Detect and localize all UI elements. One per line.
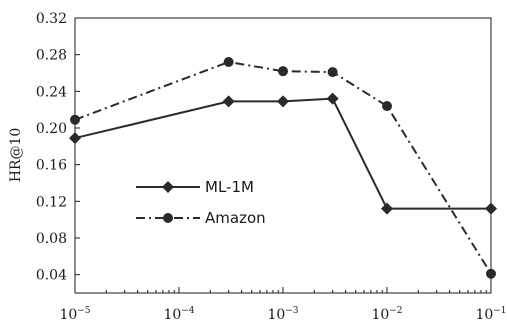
legend-label: ML-1M	[205, 178, 254, 196]
legend-marker	[163, 213, 173, 223]
x-axis-ticks: 10−5 10−4 10−3 10−2 10−1	[59, 287, 507, 323]
legend: ML-1M Amazon	[136, 178, 266, 227]
data-point-ml-1m	[381, 202, 393, 215]
data-point-ml-1m	[222, 95, 235, 108]
y-tick-label: 0.28	[36, 48, 67, 64]
data-point-amazon	[278, 66, 288, 77]
data-point-amazon	[327, 67, 338, 78]
data-point-amazon	[486, 268, 496, 279]
y-axis-title: HR@10	[8, 128, 24, 183]
x-tick-label: 10−2	[371, 306, 402, 323]
y-tick-label: 0.16	[36, 158, 67, 174]
y-tick-label: 0.20	[36, 121, 67, 137]
legend-item: Amazon	[136, 209, 266, 227]
data-point-ml-1m	[485, 202, 497, 215]
data-point-amazon	[70, 114, 80, 125]
x-tick-label: 10−5	[59, 306, 90, 323]
legend-item: ML-1M	[136, 178, 254, 196]
y-tick-label: 0.32	[36, 11, 67, 27]
y-tick-label: 0.24	[36, 84, 67, 100]
y-tick-label: 0.04	[36, 268, 67, 284]
data-point-ml-1m	[326, 92, 339, 105]
legend-label: Amazon	[205, 209, 266, 227]
series-ml-1m	[69, 92, 497, 215]
data-point-ml-1m	[69, 132, 81, 145]
series-amazon	[70, 57, 496, 279]
series-line-amazon	[74, 60, 492, 275]
x-tick-label: 10−4	[163, 306, 194, 323]
legend-marker	[162, 181, 174, 193]
series-layer	[69, 57, 497, 279]
x-tick-label: 10−1	[475, 306, 506, 323]
data-point-ml-1m	[277, 95, 289, 108]
plot-frame	[74, 17, 492, 294]
y-tick-label: 0.12	[36, 194, 67, 210]
data-point-amazon	[223, 57, 234, 67]
y-axis-ticks: 0.04 0.08 0.12 0.16 0.20 0.24 0.28 0.32	[36, 11, 80, 284]
series-line-ml-1m	[74, 97, 491, 210]
data-point-amazon	[382, 101, 392, 111]
y-tick-label: 0.08	[36, 231, 67, 247]
x-tick-label: 10−3	[267, 306, 298, 323]
